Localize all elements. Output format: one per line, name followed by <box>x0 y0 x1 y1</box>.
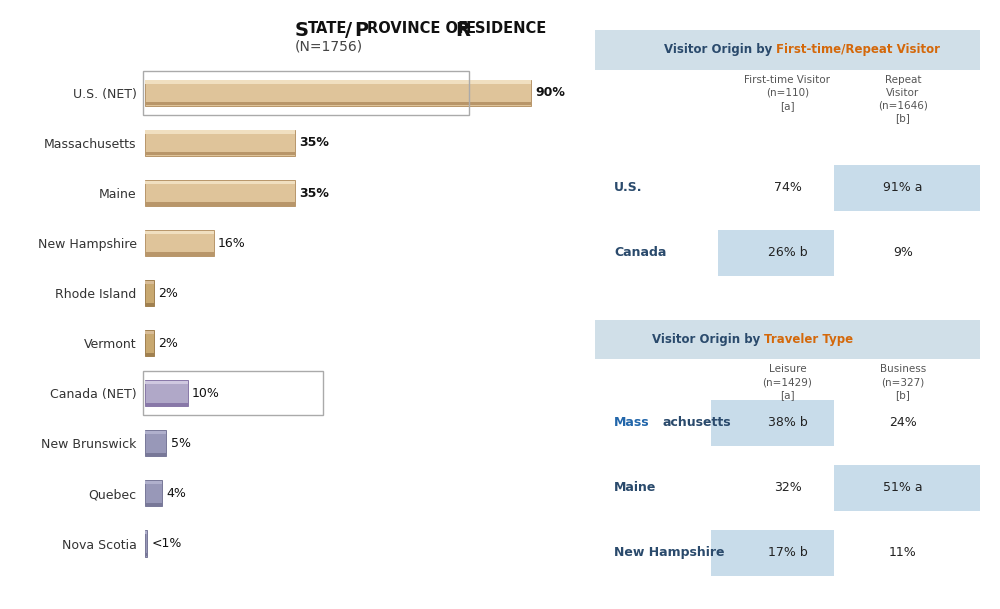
Text: Visitor Origin by: Visitor Origin by <box>652 333 764 346</box>
Text: Leisure
(n=1429)
[a]: Leisure (n=1429) [a] <box>763 364 812 400</box>
Bar <box>145 530 147 557</box>
Bar <box>145 80 531 83</box>
Text: 90%: 90% <box>535 86 565 99</box>
Bar <box>145 80 531 106</box>
Text: Mass: Mass <box>614 416 650 429</box>
Text: (N=1756): (N=1756) <box>295 40 363 54</box>
Bar <box>145 431 166 456</box>
Bar <box>145 452 166 456</box>
Bar <box>145 553 147 556</box>
FancyBboxPatch shape <box>710 400 834 446</box>
Text: 2%: 2% <box>158 287 178 300</box>
Bar <box>145 180 295 184</box>
Text: 35%: 35% <box>299 186 329 200</box>
Text: 38% b: 38% b <box>768 416 807 429</box>
FancyBboxPatch shape <box>718 230 834 276</box>
Text: S: S <box>295 21 309 40</box>
Text: 32%: 32% <box>774 481 801 495</box>
Bar <box>145 481 162 484</box>
Bar <box>145 130 295 133</box>
Text: 17% b: 17% b <box>768 546 807 559</box>
Bar <box>145 481 162 507</box>
Text: 35%: 35% <box>299 136 329 149</box>
Text: 10%: 10% <box>192 387 220 400</box>
Text: <1%: <1% <box>151 537 182 550</box>
Text: 74%: 74% <box>774 181 801 194</box>
Text: Canada: Canada <box>614 246 667 259</box>
Bar <box>145 503 162 506</box>
Bar <box>145 380 188 406</box>
Bar <box>145 431 166 434</box>
Bar <box>145 180 295 206</box>
Text: /: / <box>345 21 352 40</box>
Text: 5%: 5% <box>171 437 191 450</box>
Text: ROVINCE OF: ROVINCE OF <box>367 21 473 37</box>
Text: Traveler Type: Traveler Type <box>764 333 854 346</box>
Text: First-time/Repeat Visitor: First-time/Repeat Visitor <box>776 43 940 57</box>
Text: 26% b: 26% b <box>768 246 807 259</box>
Text: Repeat
Visitor
(n=1646)
[b]: Repeat Visitor (n=1646) [b] <box>878 75 928 124</box>
Text: 24%: 24% <box>889 416 917 429</box>
Bar <box>145 381 188 384</box>
FancyBboxPatch shape <box>834 164 980 211</box>
Text: Business
(n=327)
[b]: Business (n=327) [b] <box>880 364 926 400</box>
Bar <box>145 130 295 156</box>
FancyBboxPatch shape <box>710 530 834 576</box>
Text: 16%: 16% <box>218 237 246 250</box>
Text: 11%: 11% <box>889 546 917 559</box>
Text: TATE: TATE <box>308 21 347 37</box>
Text: Maine: Maine <box>614 481 657 495</box>
Text: ESIDENCE: ESIDENCE <box>466 21 547 37</box>
Text: 9%: 9% <box>893 246 913 259</box>
Bar <box>145 280 154 306</box>
Bar <box>145 353 154 356</box>
Bar <box>145 102 531 105</box>
Bar <box>145 403 188 406</box>
FancyBboxPatch shape <box>834 465 980 511</box>
Bar <box>145 202 295 205</box>
Bar <box>145 253 214 256</box>
Bar <box>145 330 154 356</box>
Bar <box>145 230 214 256</box>
Bar <box>145 152 295 155</box>
Text: R: R <box>455 21 470 40</box>
Text: 91% a: 91% a <box>883 181 923 194</box>
FancyBboxPatch shape <box>595 30 980 70</box>
Bar <box>145 531 147 534</box>
Text: 2%: 2% <box>158 337 178 350</box>
Text: U.S.: U.S. <box>614 181 643 194</box>
Text: New Hampshire: New Hampshire <box>614 546 725 559</box>
Bar <box>145 281 154 284</box>
Bar <box>145 303 154 306</box>
Bar <box>145 231 214 234</box>
Text: Visitor Origin by: Visitor Origin by <box>664 43 776 57</box>
Bar <box>145 331 154 334</box>
Text: P: P <box>354 21 368 40</box>
Text: 51% a: 51% a <box>883 481 923 495</box>
Text: First-time Visitor
(n=110)
[a]: First-time Visitor (n=110) [a] <box>744 75 830 111</box>
Text: 4%: 4% <box>166 487 186 500</box>
FancyBboxPatch shape <box>595 320 980 359</box>
Text: achusetts: achusetts <box>662 416 731 429</box>
